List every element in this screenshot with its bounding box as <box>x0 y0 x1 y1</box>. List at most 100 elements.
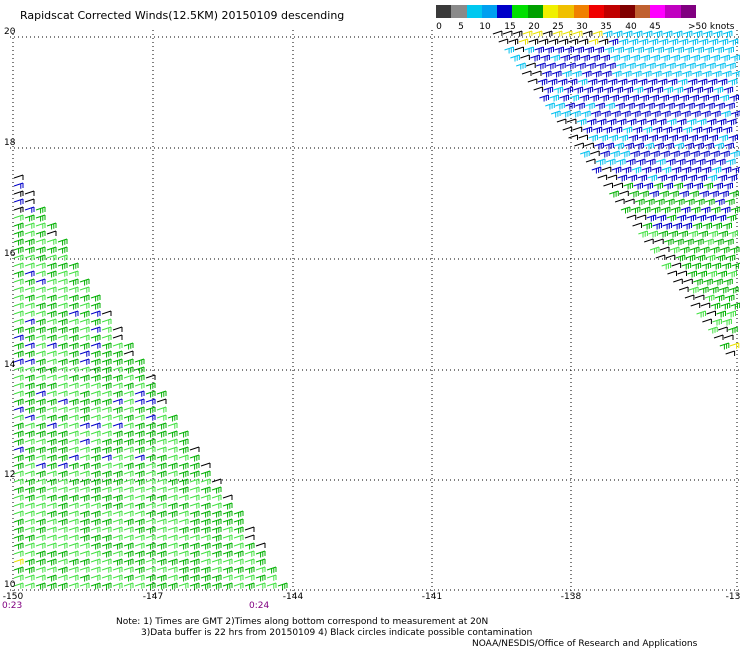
wind-barb <box>189 454 200 462</box>
wind-barb <box>123 518 134 526</box>
wind-barb <box>617 78 628 86</box>
wind-barb <box>101 326 112 333</box>
legend-swatch <box>558 5 575 18</box>
wind-barb <box>167 430 178 438</box>
wind-barb <box>156 406 167 413</box>
wind-barb <box>683 278 693 284</box>
wind-barb <box>244 534 255 540</box>
wind-barb <box>24 494 35 502</box>
wind-barb <box>715 158 726 166</box>
wind-barb <box>624 198 635 204</box>
wind-barb <box>696 214 707 222</box>
wind-barb <box>604 142 614 150</box>
wind-barb <box>68 470 79 477</box>
wind-barb <box>145 526 156 534</box>
wind-barb <box>134 374 145 382</box>
wind-barb <box>123 350 134 356</box>
wind-barb <box>700 206 711 214</box>
wind-barb <box>79 390 90 398</box>
legend-swatch <box>634 5 651 18</box>
wind-barb <box>678 230 688 238</box>
wind-barb <box>13 390 24 397</box>
note-line-1: Note: 1) Times are GMT 2)Times along bot… <box>116 617 489 627</box>
wind-barb <box>668 38 679 46</box>
wind-barb <box>714 46 724 54</box>
wind-barb <box>579 94 589 102</box>
wind-barb <box>692 30 703 38</box>
wind-barb <box>24 342 35 349</box>
wind-barb <box>656 214 667 222</box>
wind-barb <box>614 198 625 204</box>
wind-barb <box>46 446 57 454</box>
wind-barb <box>610 54 620 62</box>
wind-barb <box>35 278 46 285</box>
wind-barb <box>646 118 657 126</box>
wind-barb <box>695 254 706 262</box>
wind-barb <box>670 54 680 62</box>
wind-barb <box>200 502 211 510</box>
wind-barb <box>134 550 145 558</box>
wind-barb <box>606 62 616 70</box>
wind-barb <box>134 406 145 414</box>
wind-barb <box>189 486 200 493</box>
wind-barb <box>629 94 639 102</box>
wind-barb <box>68 438 79 445</box>
wind-barb <box>13 430 24 438</box>
wind-barb <box>90 302 101 310</box>
wind-barb <box>167 470 178 477</box>
wind-barb <box>612 30 623 38</box>
wind-barb <box>568 38 579 45</box>
wind-barb <box>57 374 68 381</box>
wind-barb <box>266 574 277 581</box>
wind-barb <box>35 478 46 485</box>
wind-barb <box>101 470 112 478</box>
legend-swatch <box>665 5 682 18</box>
wind-barb <box>145 454 156 462</box>
wind-barb <box>533 86 544 92</box>
legend-swatch <box>650 5 666 18</box>
wind-barb <box>134 494 145 501</box>
wind-barb <box>24 486 35 494</box>
wind-barb <box>653 86 664 94</box>
wind-barb <box>613 86 624 94</box>
wind-barb <box>718 134 728 142</box>
wind-barb <box>156 414 167 421</box>
wind-barb <box>698 230 708 238</box>
wind-barb <box>167 558 178 566</box>
wind-barb <box>35 534 46 541</box>
wind-barb <box>167 438 178 445</box>
wind-barb <box>112 582 123 589</box>
wind-barb <box>670 150 680 158</box>
wind-barb <box>701 70 712 78</box>
wind-barb <box>101 542 112 550</box>
legend-swatch <box>527 5 544 18</box>
wind-barb <box>502 30 513 36</box>
wind-barb <box>35 382 46 390</box>
wind-barb <box>101 310 112 316</box>
wind-barb <box>655 102 665 110</box>
wind-barb <box>13 454 24 462</box>
wind-barb <box>79 534 90 542</box>
legend-tick-label: 45 <box>649 22 661 32</box>
wind-barb <box>524 46 534 54</box>
wind-barb <box>68 342 79 350</box>
wind-barb <box>79 502 90 509</box>
wind-barb <box>46 486 57 493</box>
wind-barb <box>156 462 167 470</box>
wind-barb <box>68 406 79 413</box>
wind-barb <box>621 70 632 78</box>
wind-barb <box>713 86 724 94</box>
wind-barb <box>57 430 68 438</box>
wind-barb <box>112 502 123 510</box>
wind-barb <box>669 190 679 198</box>
wind-barb <box>590 150 600 156</box>
wind-barb <box>660 54 670 62</box>
wind-barb <box>636 214 647 220</box>
wind-barb <box>57 518 68 526</box>
wind-barb <box>145 486 156 493</box>
wind-barb <box>167 414 178 422</box>
wind-barb <box>46 238 57 245</box>
wind-barb <box>68 518 79 525</box>
wind-barb <box>134 478 145 486</box>
wind-barb <box>629 190 639 198</box>
